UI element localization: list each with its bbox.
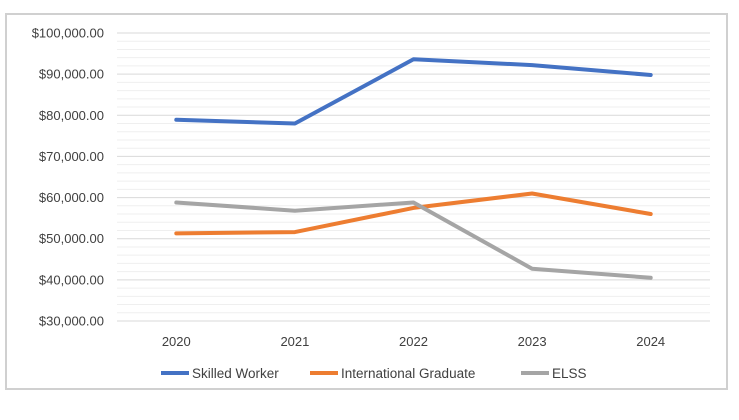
y-tick-label: $80,000.00 [39,108,104,123]
chart-frame [5,13,728,390]
x-tick-label: 2020 [162,334,191,349]
y-tick-label: $100,000.00 [32,26,104,41]
series-line-elss [174,200,653,280]
y-axis-tick-labels: $30,000.00 $40,000.00 $50,000.00 $60,000.00… [32,26,104,329]
y-tick-label: $60,000.00 [39,190,104,205]
series-line-skilled-worker [174,57,653,126]
x-tick-label: 2023 [518,334,547,349]
gridlines [117,32,710,322]
legend-label: International Graduate [341,366,475,381]
series-lines [174,57,653,280]
y-tick-label: $40,000.00 [39,272,104,287]
x-tick-label: 2021 [280,334,309,349]
legend-label: ELSS [552,366,587,381]
legend-label: Skilled Worker [192,366,279,381]
y-tick-label: $90,000.00 [39,67,104,82]
series-line-international-graduate [174,191,653,236]
x-axis-tick-labels: 2020 2021 2022 2023 2024 [162,334,665,349]
x-tick-label: 2024 [636,334,665,349]
y-tick-label: $30,000.00 [39,314,104,329]
x-tick-label: 2022 [399,334,428,349]
y-tick-label: $50,000.00 [39,231,104,246]
legend: Skilled Worker International Graduate ELSS [161,366,587,381]
y-tick-label: $70,000.00 [39,149,104,164]
